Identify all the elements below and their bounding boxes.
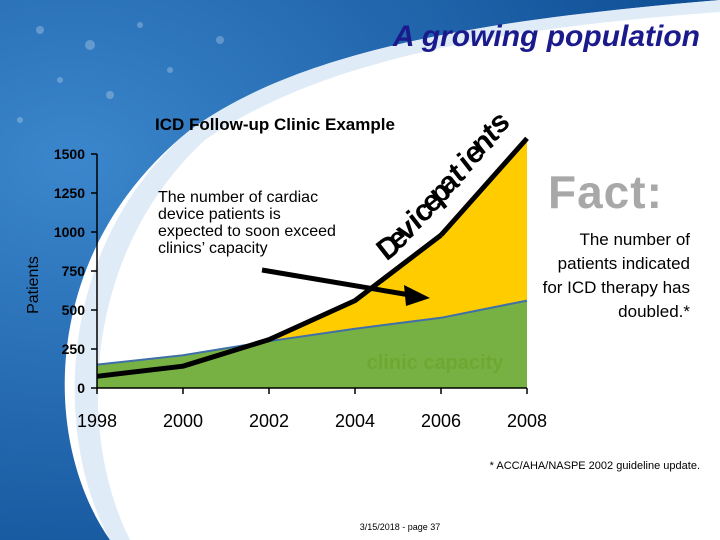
y-tick-label: 500 bbox=[62, 302, 86, 318]
y-tick-label: 250 bbox=[62, 341, 86, 357]
fact-text: The number of patients indicated for ICD… bbox=[542, 230, 690, 321]
y-tick-label: 0 bbox=[77, 380, 85, 396]
x-tick-label: 2002 bbox=[249, 411, 289, 431]
annotation-arrow bbox=[261, 267, 430, 306]
patients-area bbox=[269, 138, 527, 342]
fact-heading: Fact: bbox=[548, 166, 663, 218]
footnote: * ACC/AHA/NASPE 2002 guideline update. bbox=[489, 460, 700, 472]
x-tick-label: 2004 bbox=[335, 411, 375, 431]
chart-annotation: The number of cardiac device patients is… bbox=[158, 189, 336, 257]
capacity-label: clinic capacity bbox=[367, 352, 505, 374]
y-axis-label: Patients bbox=[25, 256, 42, 314]
y-tick-label: 750 bbox=[62, 263, 86, 279]
chart-title: ICD Follow-up Clinic Example bbox=[155, 115, 395, 134]
x-axis: 1998 2000 2002 2004 2006 2008 bbox=[77, 387, 547, 431]
x-tick-label: 2006 bbox=[421, 411, 461, 431]
slide-title: A growing population bbox=[392, 20, 700, 53]
bubble-decorations bbox=[17, 22, 224, 123]
x-tick-label: 2008 bbox=[507, 411, 547, 431]
y-tick-label: 1000 bbox=[54, 224, 85, 240]
patients-curve bbox=[96, 233, 443, 379]
capacity-area bbox=[97, 300, 527, 388]
x-tick-label: 1998 bbox=[77, 411, 117, 431]
y-tick-label: 1250 bbox=[54, 185, 85, 201]
slide-footer: 3/15/2018 - page 37 bbox=[359, 522, 441, 532]
capacity-line bbox=[96, 299, 528, 366]
y-tick-label: 1500 bbox=[54, 146, 85, 162]
patients-curve-extension bbox=[439, 136, 529, 237]
y-axis: 0 250 500 750 1000 1250 1500 bbox=[54, 146, 98, 396]
x-tick-label: 2000 bbox=[163, 411, 203, 431]
